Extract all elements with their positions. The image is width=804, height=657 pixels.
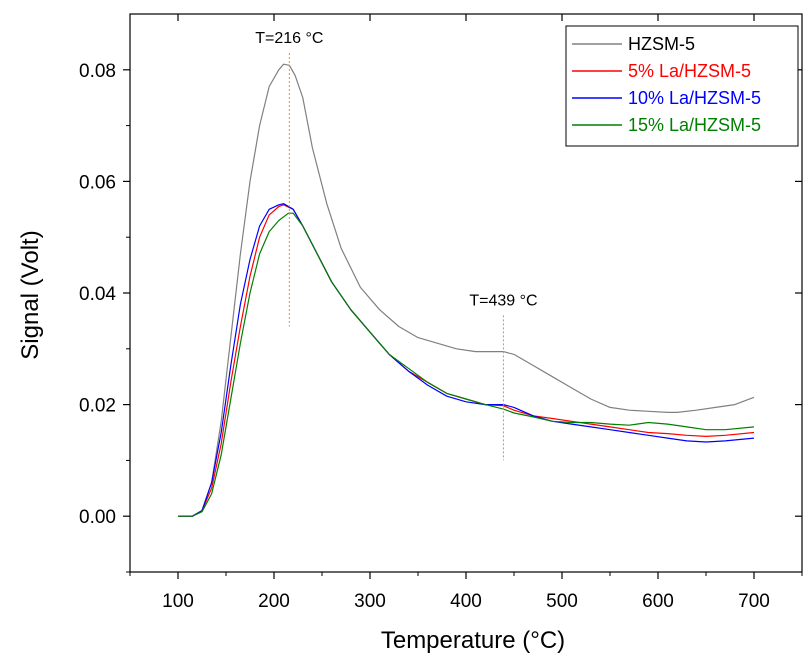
annotation-layer: T=216 °C T=439 °C [255,30,538,461]
series-layer [178,63,755,517]
series-line-2 [178,204,755,517]
x-tick-label: 300 [354,591,386,612]
y-tick-label: 0.04 [79,284,116,305]
series-line-3 [178,203,755,517]
x-tick-label: 400 [450,591,482,612]
annotation-label-2: T=439 °C [469,292,537,309]
y-tick-label: 0.06 [79,172,116,193]
legend-label-1: HZSM-5 [628,34,695,54]
y-tick-label: 0.08 [79,61,116,82]
legend-box [565,25,799,147]
y-axis-title: Signal (Volt) [17,230,44,359]
y-tick-label: 0.02 [79,396,116,417]
legend-label-4: 15% La/HZSM-5 [628,115,761,135]
legend: HZSM-5 5% La/HZSM-5 10% La/HZSM-5 15% La/HZ… [565,25,799,147]
x-tick-label: 100 [162,591,194,612]
x-tick-label: 500 [546,591,578,612]
legend-label-2: 5% La/HZSM-5 [628,61,751,81]
series-line-4 [178,212,755,517]
annotation-label-1: T=216 °C [255,30,323,47]
legend-label-3: 10% La/HZSM-5 [628,88,761,108]
x-tick-label: 600 [642,591,674,612]
y-tick-label: 0.00 [79,507,116,528]
x-tick-label: 700 [738,591,770,612]
series-line-1 [178,63,755,517]
x-axis-title: Temperature (°C) [381,627,565,654]
axis-ticks [123,14,803,579]
tick-labels: 100 200 300 400 500 600 700 0.00 0.02 0.04 0.06 0.0… [79,61,770,612]
x-tick-label: 200 [258,591,290,612]
